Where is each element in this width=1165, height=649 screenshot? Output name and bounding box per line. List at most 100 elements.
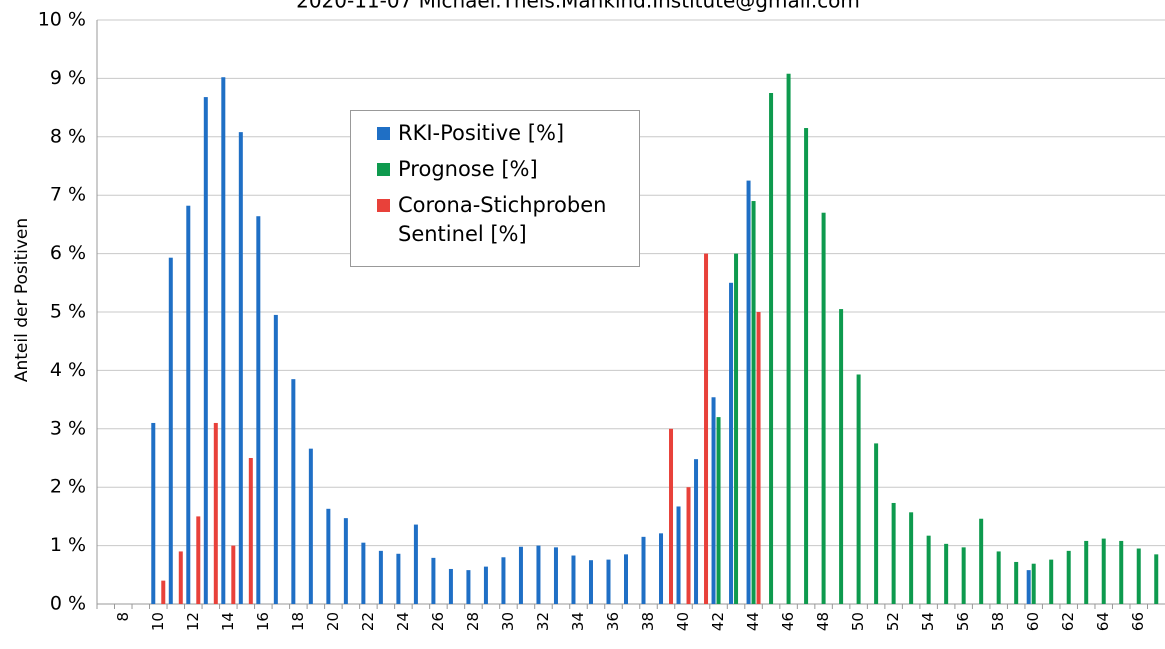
- bar: [704, 253, 709, 604]
- bar: [151, 422, 156, 604]
- y-tick-label: 7 %: [50, 184, 86, 206]
- bar: [448, 568, 453, 604]
- bar: [756, 312, 761, 604]
- x-tick-label: 10: [149, 612, 167, 631]
- x-tick-label: 66: [1129, 612, 1147, 631]
- x-tick-label: 12: [184, 612, 202, 631]
- bar: [221, 77, 226, 605]
- x-tick-label: 16: [254, 612, 272, 631]
- x-tick-label: 64: [1094, 612, 1112, 631]
- bar: [751, 201, 756, 605]
- x-tick-label: 42: [709, 612, 727, 631]
- bar: [431, 557, 436, 604]
- bar: [1049, 559, 1054, 604]
- bar: [361, 542, 366, 604]
- x-tick-label: 8: [114, 612, 132, 622]
- y-tick-label: 8 %: [50, 125, 86, 147]
- bar: [659, 533, 664, 604]
- bar: [291, 379, 296, 604]
- x-tick-label: 60: [1024, 612, 1042, 631]
- x-tick-label: 32: [534, 612, 552, 631]
- bar: [874, 443, 879, 604]
- bar: [804, 128, 809, 605]
- bar: [413, 524, 418, 604]
- x-tick-label: 40: [674, 612, 692, 631]
- bar: [378, 550, 383, 604]
- legend-swatch: [377, 199, 390, 212]
- bar: [248, 458, 253, 604]
- x-tick-label: 34: [569, 612, 587, 631]
- bar: [891, 502, 896, 604]
- bar: [1066, 550, 1071, 604]
- bar: [711, 397, 716, 604]
- bar: [734, 253, 739, 604]
- bar: [1014, 561, 1019, 604]
- y-tick-label: 4 %: [50, 359, 86, 381]
- bar: [571, 555, 576, 604]
- bar: [168, 257, 173, 604]
- legend-item: Prognose [%]: [357, 155, 635, 184]
- x-tick-label: 58: [989, 612, 1007, 631]
- bar: [213, 422, 218, 604]
- bar: [1026, 570, 1031, 604]
- bar: [979, 518, 984, 604]
- bar: [161, 580, 166, 604]
- bar: [256, 216, 261, 604]
- x-tick-label: 62: [1059, 612, 1077, 631]
- legend-item: Corona-Stichproben Sentinel [%]: [357, 191, 635, 249]
- legend-swatch: [377, 127, 390, 140]
- bar: [553, 547, 558, 604]
- legend-label: Corona-Stichproben Sentinel [%]: [398, 193, 607, 246]
- y-tick-label: 5 %: [50, 301, 86, 323]
- x-tick-label: 18: [289, 612, 307, 631]
- bar: [186, 205, 191, 604]
- bar: [326, 508, 331, 604]
- x-tick-label: 44: [744, 612, 762, 631]
- bar: [196, 516, 201, 604]
- x-tick-label: 14: [219, 612, 237, 631]
- bar: [588, 560, 593, 604]
- bar: [1136, 548, 1141, 604]
- y-tick-label: 2 %: [50, 476, 86, 498]
- legend-item: RKI-Positive [%]: [357, 119, 635, 148]
- x-tick-label: 52: [884, 612, 902, 631]
- bar: [606, 559, 611, 604]
- bar: [729, 282, 734, 604]
- bar: [624, 554, 628, 604]
- bar: [518, 546, 523, 604]
- x-tick-label: 38: [639, 612, 657, 631]
- chart-title: 2020-11-07 Michael.Theis.Mankind.Institu…: [296, 0, 860, 13]
- legend-label: RKI-Positive [%]: [398, 121, 565, 145]
- bar: [686, 487, 691, 604]
- bar: [821, 212, 826, 604]
- y-tick-label: 1 %: [50, 534, 86, 556]
- x-tick-label: 28: [464, 612, 482, 631]
- bar: [536, 545, 541, 604]
- bar: [676, 506, 681, 604]
- bar: [926, 535, 931, 604]
- bar: [1031, 563, 1036, 604]
- bar: [1101, 538, 1106, 604]
- bar: [231, 545, 236, 604]
- bar: [1154, 554, 1159, 604]
- bar: [909, 512, 914, 604]
- bar: [203, 97, 208, 604]
- bar: [483, 566, 488, 604]
- x-tick-label: 24: [394, 612, 412, 631]
- bar: [746, 180, 751, 604]
- bar: [786, 73, 791, 604]
- bar: [1084, 540, 1089, 604]
- x-tick-label: 26: [429, 612, 447, 631]
- bar: [856, 374, 861, 604]
- bar: [466, 570, 471, 604]
- x-tick-label: 30: [499, 612, 517, 631]
- y-tick-label: 0 %: [50, 593, 86, 615]
- bar: [238, 132, 243, 605]
- y-tick-label: 6 %: [50, 242, 86, 264]
- bar: [641, 536, 646, 604]
- x-tick-label: 36: [604, 612, 622, 631]
- x-tick-label: 50: [849, 612, 867, 631]
- bar: [961, 547, 966, 604]
